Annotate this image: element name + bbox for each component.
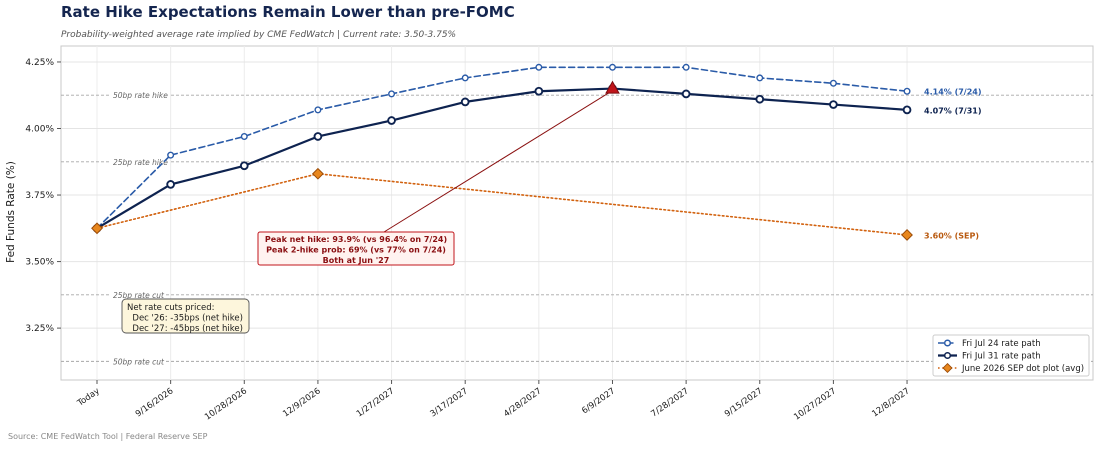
grid-layer — [61, 46, 1093, 380]
y-tick-label: 4.00% — [25, 125, 54, 135]
x-tick-label: 3/17/2027 — [428, 386, 469, 419]
peak-annotation-line: Both at Jun '27 — [323, 256, 390, 265]
series-line — [96, 66, 908, 230]
x-tick-label: 10/28/2026 — [203, 386, 249, 422]
series-marker — [682, 63, 690, 71]
series-marker — [166, 180, 175, 189]
reference-line-label: 50bp rate hike — [113, 91, 168, 100]
series-marker — [829, 100, 838, 109]
x-tick-label: 9/15/2027 — [723, 386, 764, 419]
x-tick-label: 1/27/2027 — [355, 386, 396, 419]
series-end-label: 4.07% (7/31) — [924, 106, 981, 115]
reference-line-label: 25bp rate cut — [113, 291, 165, 300]
y-tick-label: 3.75% — [25, 191, 54, 201]
reference-label-bg — [111, 289, 166, 300]
legend-swatch-marker — [943, 351, 952, 360]
cuts-annotation-box — [121, 298, 250, 334]
series-marker — [313, 132, 323, 141]
peak-annotation-line: Peak net hike: 93.9% (vs 96.4% on 7/24) — [265, 235, 447, 244]
series-line — [95, 87, 909, 230]
source-note: Source: CME FedWatch Tool | Federal Rese… — [8, 432, 208, 441]
y-tick-label: 3.25% — [25, 324, 54, 334]
series-marker — [312, 167, 324, 180]
legend-label: June 2026 SEP dot plot (avg) — [961, 364, 1084, 374]
peak-annotation-line: Peak 2-hike prob: 69% (vs 77% on 7/24) — [266, 246, 446, 255]
reference-label-bg — [111, 355, 166, 366]
peak-annotation-arrow — [383, 90, 613, 233]
y-tick-label: 4.25% — [25, 58, 54, 68]
cuts-annotation-line: Net rate cuts priced: — [127, 303, 215, 313]
reference-label-bg — [111, 89, 170, 100]
x-tick-label: 7/28/2027 — [649, 386, 690, 419]
x-tick-label: 12/9/2026 — [281, 386, 322, 419]
series-marker — [461, 74, 469, 82]
series-marker — [902, 105, 912, 115]
peak-marker — [605, 80, 620, 94]
series-marker — [167, 151, 175, 159]
legend-swatch-marker — [942, 362, 953, 374]
series-marker — [387, 116, 396, 125]
legend-label: Fri Jul 24 rate path — [962, 339, 1041, 349]
legend: Fri Jul 24 rate path Fri Jul 31 rate path… — [932, 334, 1090, 377]
reference-label-bg — [111, 156, 170, 167]
reference-line-label: 50bp rate cut — [113, 357, 165, 366]
x-tick-label: 10/27/2027 — [792, 386, 838, 422]
series-marker — [681, 89, 691, 99]
x-tick-label: 6/9/2027 — [580, 386, 617, 416]
legend-box — [932, 334, 1090, 377]
series-end-label: 4.14% (7/24) — [924, 88, 981, 97]
reference-line-label: 25bp rate hike — [113, 158, 168, 167]
series-marker — [535, 63, 543, 71]
series-marker — [534, 86, 544, 96]
legend-swatch-marker — [943, 339, 952, 347]
x-tick-label: 4/28/2027 — [502, 386, 543, 419]
legend-label: Fri Jul 31 rate path — [962, 352, 1041, 362]
series-marker — [903, 87, 911, 95]
series-end-label: 3.60% (SEP) — [924, 231, 979, 240]
series-marker — [755, 94, 765, 104]
series-marker — [608, 63, 616, 71]
series-marker — [901, 229, 913, 241]
series-marker — [240, 132, 248, 140]
reference-lines: 50bp rate hike 25bp rate hike 25bp rate cu… — [61, 89, 1093, 366]
peak-annotation-box — [257, 231, 455, 266]
cuts-annotation-line: Dec '26: -35bps (net hike) — [127, 314, 243, 324]
y-tick-label: 3.50% — [25, 258, 54, 268]
x-tick-label: 9/16/2026 — [134, 386, 175, 419]
y-axis-label: Fed Funds Rate (%) — [5, 161, 17, 263]
cuts-annotation-line: Dec '27: -45bps (net hike) — [127, 324, 243, 334]
series-marker — [314, 106, 322, 114]
chart-subtitle: Probability-weighted average rate implie… — [61, 30, 457, 40]
chart-title: Rate Hike Expectations Remain Lower than… — [61, 3, 515, 21]
series-marker — [756, 74, 764, 82]
marker-layer: 4.14% (7/24) 4.07% (7/31) 3.60% (SEP) — [91, 63, 982, 241]
x-tick-label: Today — [75, 386, 102, 409]
annotation-layer: Peak net hike: 93.9% (vs 96.4% on 7/24) P… — [121, 80, 620, 334]
series-marker — [829, 79, 837, 87]
series-marker — [388, 90, 396, 98]
series-marker — [239, 161, 249, 171]
series-marker — [460, 97, 470, 107]
x-tick-label: 12/8/2027 — [870, 386, 911, 419]
series-marker — [91, 222, 103, 235]
